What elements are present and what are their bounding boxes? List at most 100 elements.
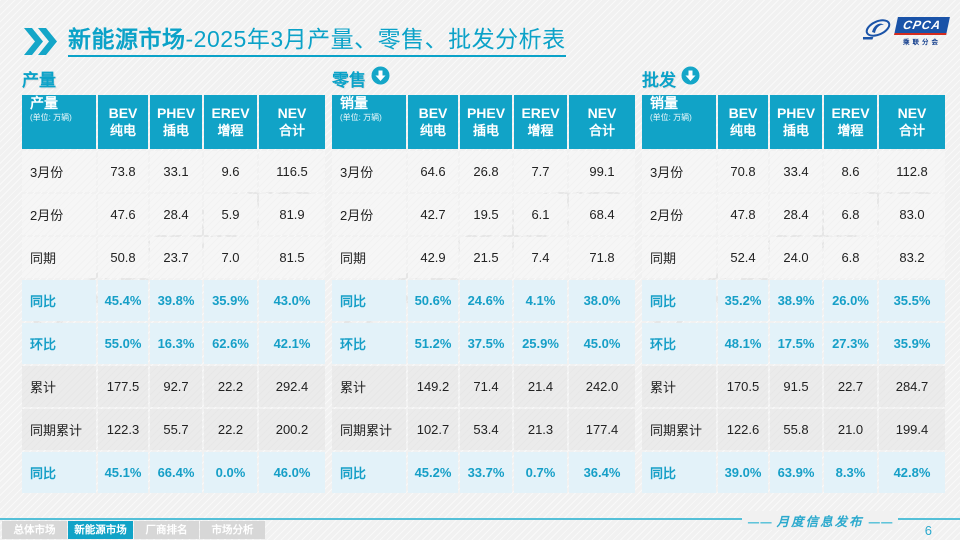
cell-value: 33.7% xyxy=(460,452,512,493)
page-title-bold: 新能源市场 xyxy=(68,26,186,52)
cpca-logo-text: CPCA 乘联分会 xyxy=(894,17,950,46)
cell-value: 19.5 xyxy=(460,194,512,235)
cell-value: 64.6 xyxy=(408,151,458,192)
row-label: 同期累计 xyxy=(332,409,406,450)
row-label: 环比 xyxy=(642,323,716,364)
footer-divider xyxy=(0,518,960,520)
cell-value: 0.7% xyxy=(514,452,567,493)
column-header: EREV 增程 xyxy=(824,95,877,149)
cell-value: 21.5 xyxy=(460,237,512,278)
column-header: NEV 合计 xyxy=(569,95,635,149)
column-header: EREV 增程 xyxy=(204,95,257,149)
cell-value: 6.8 xyxy=(824,237,877,278)
page-title-rest: -2025年3月产量、零售、批发分析表 xyxy=(185,26,566,52)
cell-value: 45.1% xyxy=(98,452,148,493)
cell-value: 7.0 xyxy=(204,237,257,278)
tab-market-analysis[interactable]: 市场分析 xyxy=(200,521,265,539)
row-label: 同期累计 xyxy=(642,409,716,450)
row-label: 2月份 xyxy=(332,194,406,235)
cell-value: 51.2% xyxy=(408,323,458,364)
section-title-production: 产量 xyxy=(22,70,56,90)
cell-value: 25.9% xyxy=(514,323,567,364)
cpca-swirl-icon xyxy=(858,16,893,47)
cell-value: 45.4% xyxy=(98,280,148,321)
cell-value: 122.3 xyxy=(98,409,148,450)
production-table: 产量 (单位: 万辆) BEV 纯电 PHEV 插电 EREV 增程 NEV 合计 3月份 73.8 3… xyxy=(22,95,325,493)
cpca-logo: CPCA 乘联分会 xyxy=(858,16,950,47)
table-retail: 零售 CPCA 乘联分会 销量(单位: 万辆)BEV纯电PHEV插电EREV增程… xyxy=(332,66,635,493)
row-label: 同比 xyxy=(642,452,716,493)
cell-value: 48.1% xyxy=(718,323,768,364)
cell-value: 52.4 xyxy=(718,237,768,278)
cell-value: 177.4 xyxy=(569,409,635,450)
row-label: 累计 xyxy=(332,366,406,407)
cell-value: 5.9 xyxy=(204,194,257,235)
cell-value: 122.6 xyxy=(718,409,768,450)
cell-value: 177.5 xyxy=(98,366,148,407)
cell-value: 6.1 xyxy=(514,194,567,235)
cell-value: 33.4 xyxy=(770,151,822,192)
table-wholesale: 批发 CPCA 乘联分会 销量(单位: 万辆)BEV纯电PHEV插电EREV增程… xyxy=(642,66,945,493)
column-header: BEV 纯电 xyxy=(718,95,768,149)
page-title: 新能源市场-2025年3月产量、零售、批发分析表 xyxy=(68,26,566,58)
cell-value: 26.8 xyxy=(460,151,512,192)
cell-value: 99.1 xyxy=(569,151,635,192)
row-label: 3月份 xyxy=(22,151,96,192)
cell-value: 35.9% xyxy=(204,280,257,321)
tab-nev-market[interactable]: 新能源市场 xyxy=(68,521,133,539)
cell-value: 45.2% xyxy=(408,452,458,493)
cell-value: 199.4 xyxy=(879,409,945,450)
cell-value: 55.7 xyxy=(150,409,202,450)
column-header: PHEV 插电 xyxy=(770,95,822,149)
cell-value: 63.9% xyxy=(770,452,822,493)
cell-value: 47.6 xyxy=(98,194,148,235)
cell-value: 9.6 xyxy=(204,151,257,192)
row-label: 累计 xyxy=(642,366,716,407)
cell-value: 23.7 xyxy=(150,237,202,278)
cell-value: 7.7 xyxy=(514,151,567,192)
download-icon[interactable] xyxy=(681,66,700,90)
tab-oem-ranking[interactable]: 厂商排名 xyxy=(134,521,199,539)
column-header: PHEV 插电 xyxy=(150,95,202,149)
column-header: PHEV 插电 xyxy=(460,95,512,149)
cell-value: 242.0 xyxy=(569,366,635,407)
row-label: 环比 xyxy=(22,323,96,364)
cell-value: 24.0 xyxy=(770,237,822,278)
cell-value: 36.4% xyxy=(569,452,635,493)
cell-value: 62.6% xyxy=(204,323,257,364)
cell-value: 83.2 xyxy=(879,237,945,278)
cell-value: 4.1% xyxy=(514,280,567,321)
cell-value: 28.4 xyxy=(150,194,202,235)
cell-value: 35.9% xyxy=(879,323,945,364)
cell-value: 50.6% xyxy=(408,280,458,321)
row-label: 同比 xyxy=(22,280,96,321)
download-icon[interactable] xyxy=(371,66,390,90)
cell-value: 39.0% xyxy=(718,452,768,493)
cell-value: 53.4 xyxy=(460,409,512,450)
cell-value: 66.4% xyxy=(150,452,202,493)
cell-value: 22.2 xyxy=(204,409,257,450)
cell-value: 0.0% xyxy=(204,452,257,493)
cell-value: 35.2% xyxy=(718,280,768,321)
column-header: NEV 合计 xyxy=(259,95,325,149)
cell-value: 284.7 xyxy=(879,366,945,407)
cell-value: 8.3% xyxy=(824,452,877,493)
cell-value: 16.3% xyxy=(150,323,202,364)
cpca-wordmark: CPCA xyxy=(894,17,950,35)
publication-label: —— 月度信息发布 —— xyxy=(742,511,898,530)
cell-value: 71.4 xyxy=(460,366,512,407)
cell-value: 55.8 xyxy=(770,409,822,450)
row-label: 3月份 xyxy=(642,151,716,192)
cell-value: 50.8 xyxy=(98,237,148,278)
cell-value: 43.0% xyxy=(259,280,325,321)
cell-value: 8.6 xyxy=(824,151,877,192)
column-header: NEV 合计 xyxy=(879,95,945,149)
cell-value: 26.0% xyxy=(824,280,877,321)
cell-value: 81.9 xyxy=(259,194,325,235)
row-label: 环比 xyxy=(332,323,406,364)
column-header: BEV 纯电 xyxy=(98,95,148,149)
section-title-wholesale: 批发 xyxy=(642,70,676,90)
tab-overall-market[interactable]: 总体市场 xyxy=(2,521,67,539)
cell-value: 292.4 xyxy=(259,366,325,407)
cell-value: 116.5 xyxy=(259,151,325,192)
